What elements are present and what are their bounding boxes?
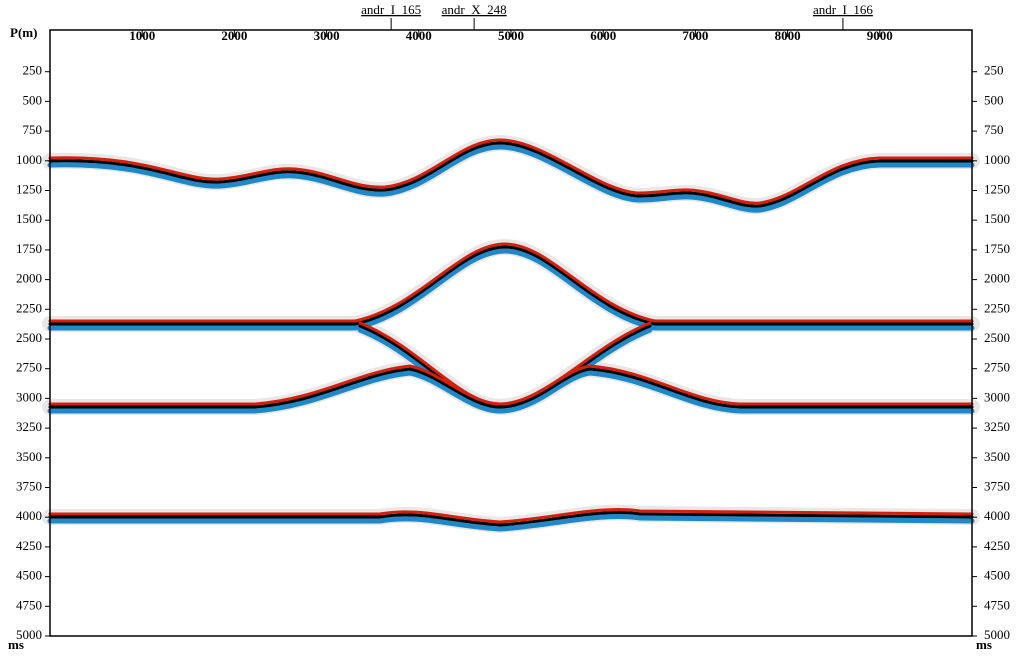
y-tick-label: 750 [23, 122, 43, 137]
y-tick-label: 500 [23, 92, 43, 107]
y-tick-label: 2500 [16, 330, 42, 345]
x-axis-label: P(m) [10, 25, 37, 40]
y-tick-label: 5000 [16, 627, 42, 642]
well-label: andr_X_248 [442, 2, 507, 17]
y-tick-label: 3500 [16, 449, 42, 464]
x-tick-label: 7000 [682, 28, 708, 43]
x-tick-label: 6000 [590, 28, 616, 43]
x-tick-label: 5000 [498, 28, 524, 43]
well-label: andr_I_165 [361, 2, 421, 17]
y-tick-label: 750 [984, 122, 1004, 137]
x-tick-label: 9000 [867, 28, 893, 43]
y-tick-label: 250 [23, 63, 43, 78]
y-tick-label: 500 [984, 92, 1004, 107]
x-tick-label: 8000 [775, 28, 801, 43]
y-tick-label: 3000 [16, 389, 42, 404]
x-tick-label: 3000 [314, 28, 340, 43]
y-tick-label: 4500 [16, 568, 42, 583]
y-tick-label: 3250 [984, 419, 1010, 434]
y-tick-label: 3750 [16, 478, 42, 493]
y-tick-label: 1750 [984, 241, 1010, 256]
y-tick-label: 3250 [16, 419, 42, 434]
y-tick-label: 4250 [16, 538, 42, 553]
y-tick-label: 2000 [16, 271, 42, 286]
reflector-red [48, 138, 974, 524]
y-tick-label: 4250 [984, 538, 1010, 553]
x-tick-label: 1000 [129, 28, 155, 43]
reflectors [42, 134, 980, 534]
reflector-halo [42, 134, 980, 534]
y-tick-label: 2500 [984, 330, 1010, 345]
y-tick-label: 2250 [16, 300, 42, 315]
y-tick-label: 4750 [16, 597, 42, 612]
y-tick-label: 1250 [984, 181, 1010, 196]
reflector-black [48, 141, 974, 527]
y-tick-label: 3750 [984, 478, 1010, 493]
x-tick-label: 4000 [406, 28, 432, 43]
reflector-blue [47, 144, 975, 532]
x-tick-label: 2000 [221, 28, 247, 43]
y-tick-label: 2250 [984, 300, 1010, 315]
y-tick-label: 2750 [984, 360, 1010, 375]
y-tick-label: 1500 [984, 211, 1010, 226]
y-tick-label: 2750 [16, 360, 42, 375]
y-tick-label: 4000 [16, 508, 42, 523]
y-unit: ms [976, 637, 992, 652]
y-unit: ms [8, 637, 24, 652]
y-tick-label: 1000 [16, 152, 42, 167]
y-tick-label: 3000 [984, 389, 1010, 404]
y-tick-label: 1500 [16, 211, 42, 226]
well-label: andr_I_166 [813, 2, 873, 17]
y-tick-label: 2000 [984, 271, 1010, 286]
y-tick-label: 1750 [16, 241, 42, 256]
y-tick-label: 1000 [984, 152, 1010, 167]
frame [49, 29, 973, 637]
y-tick-label: 3500 [984, 449, 1010, 464]
y-tick-label: 4750 [984, 597, 1010, 612]
y-tick-label: 1250 [16, 181, 42, 196]
y-tick-label: 4000 [984, 508, 1010, 523]
y-tick-label: 5000 [984, 627, 1010, 642]
y-tick-label: 4500 [984, 568, 1010, 583]
y-tick-label: 250 [984, 63, 1004, 78]
